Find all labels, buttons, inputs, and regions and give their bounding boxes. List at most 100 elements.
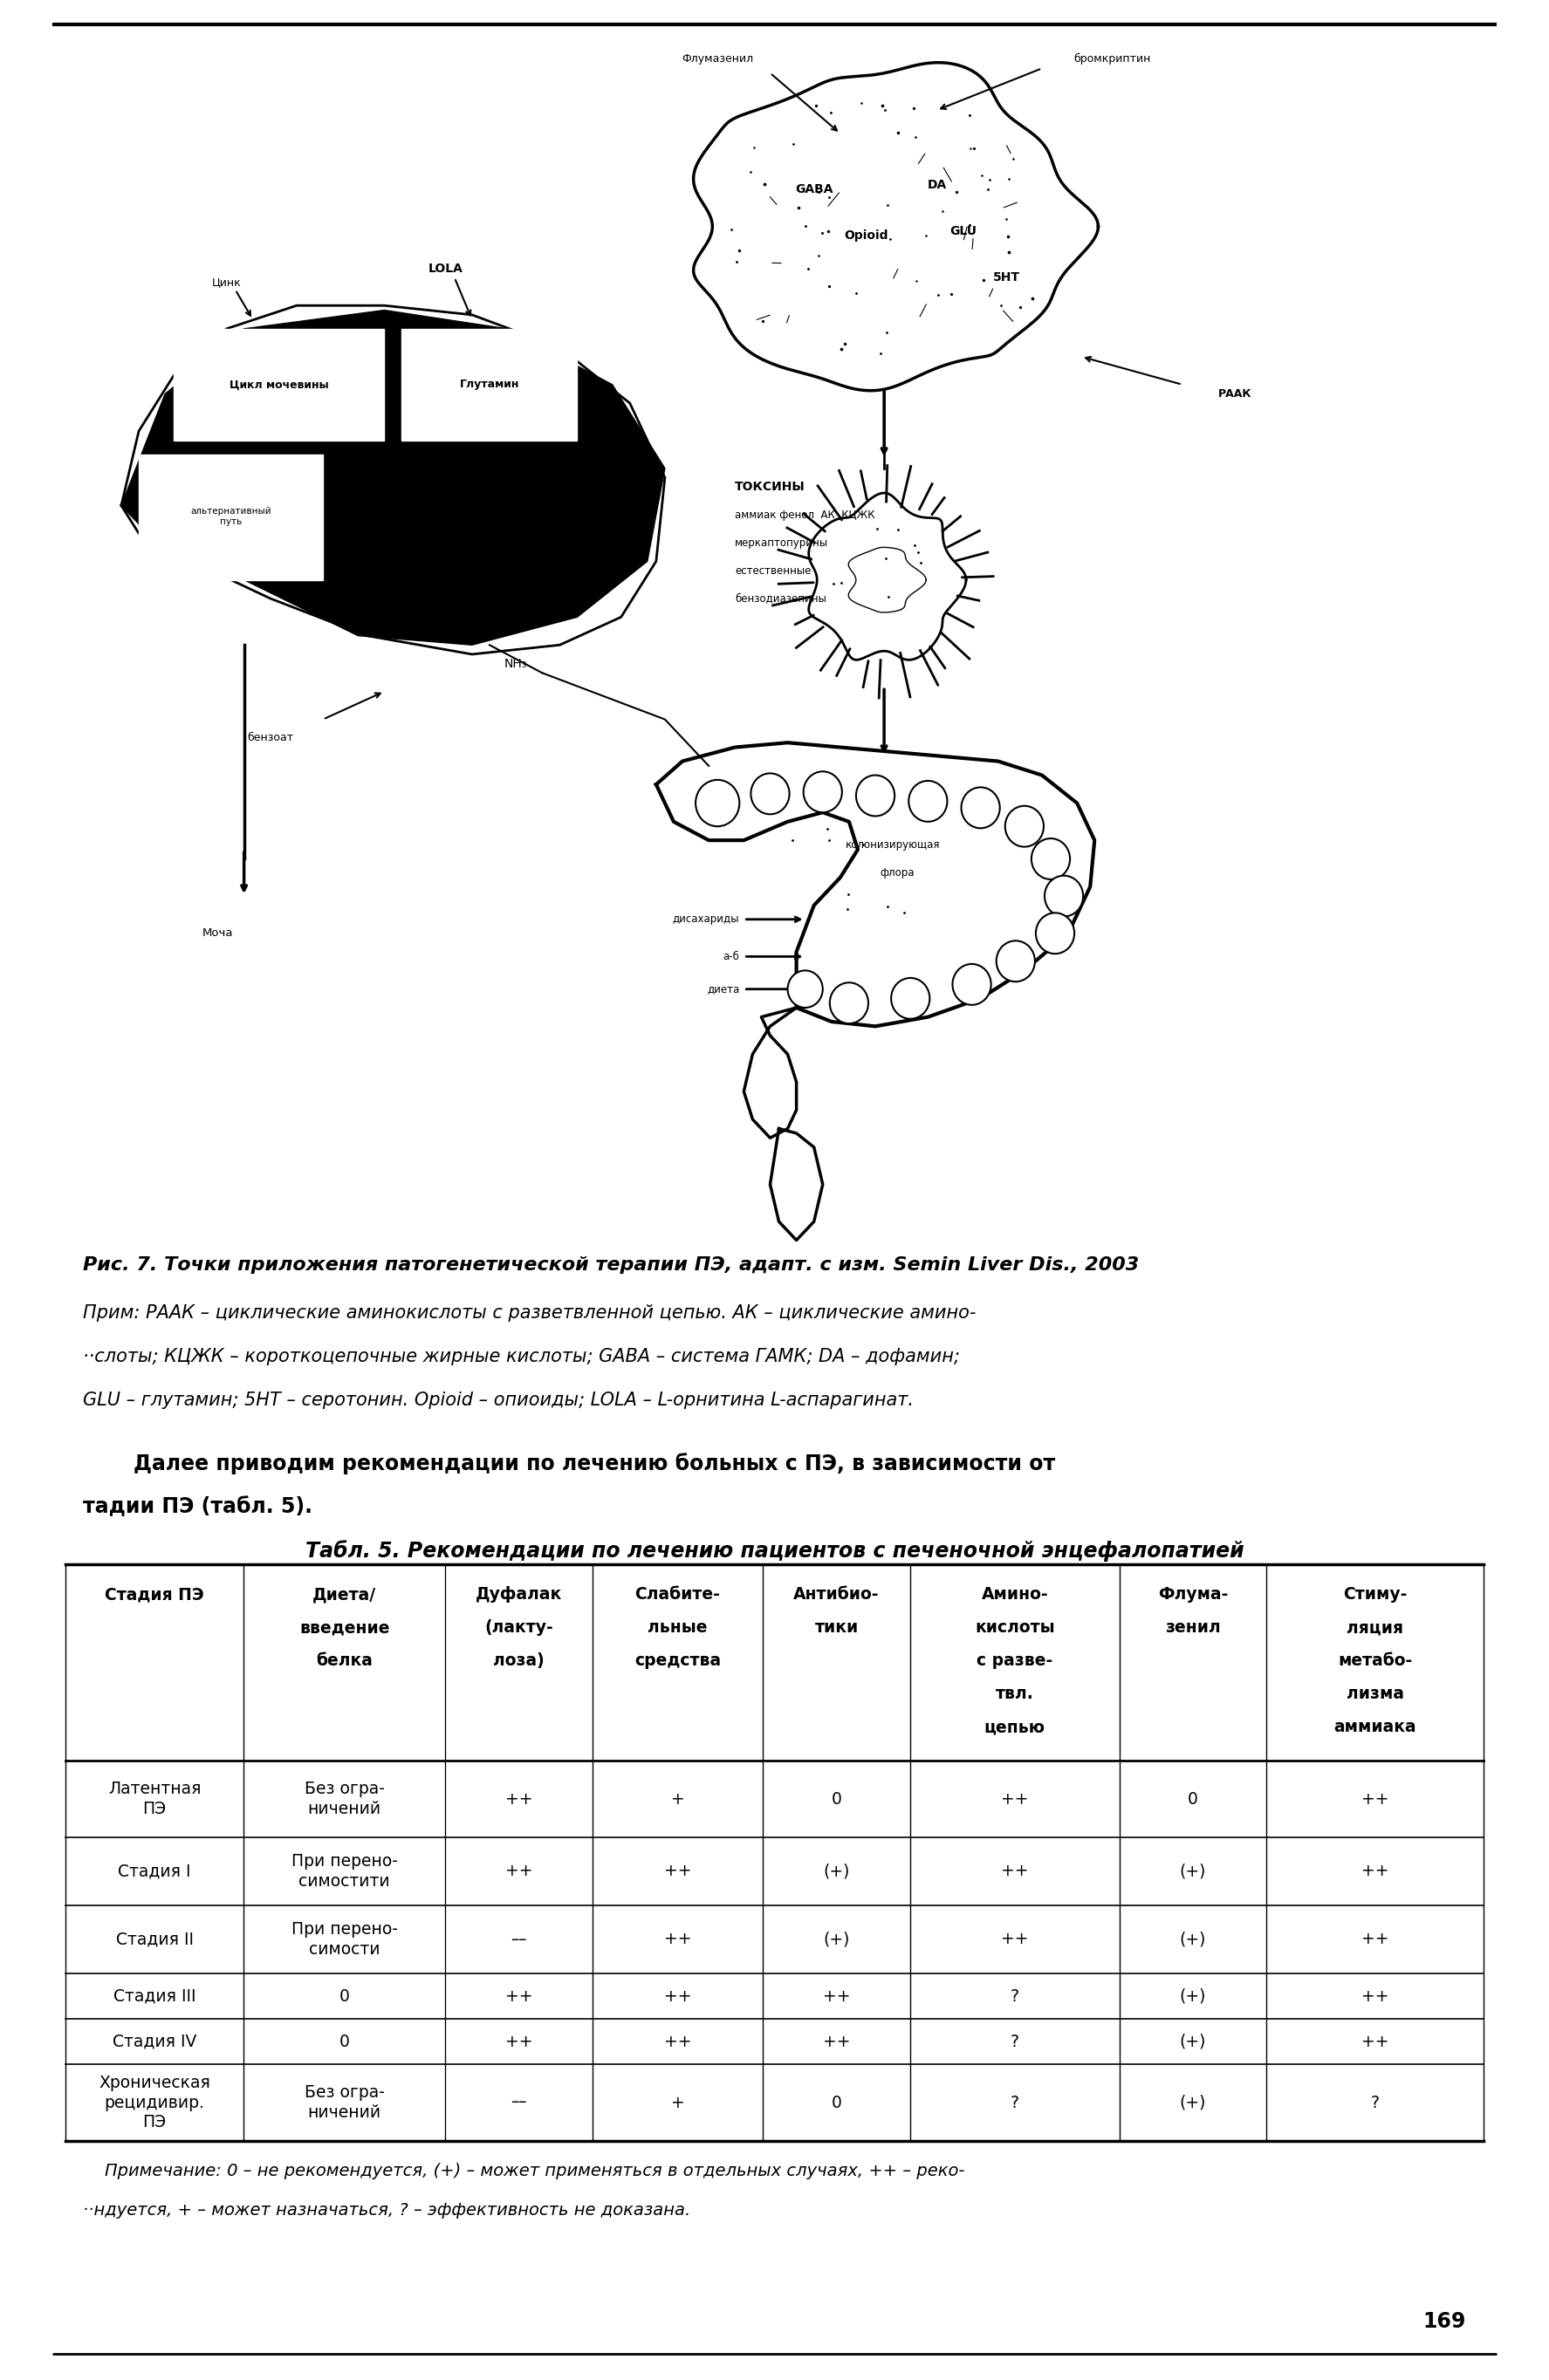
Text: с разве-: с разве- [977, 1652, 1053, 1668]
Text: ++: ++ [1362, 1790, 1389, 1806]
Circle shape [1036, 914, 1075, 954]
Text: Без огра-
ничений: Без огра- ничений [304, 1780, 384, 1818]
Text: 0: 0 [832, 2094, 841, 2111]
Circle shape [891, 978, 929, 1019]
Text: Стадия I: Стадия I [118, 1864, 191, 1880]
Text: тадии ПЭ (табл. 5).: тадии ПЭ (табл. 5). [84, 1497, 313, 1516]
Text: ++: ++ [505, 1864, 533, 1880]
Text: Амино-: Амино- [981, 1585, 1049, 1602]
Text: Моча: Моча [203, 928, 234, 940]
Text: (+): (+) [1180, 2033, 1207, 2049]
Text: ++: ++ [1362, 1987, 1389, 2004]
Text: тики: тики [815, 1618, 858, 1635]
Text: GABA: GABA [795, 183, 833, 195]
Text: кислоты: кислоты [974, 1618, 1055, 1635]
Text: Далее приводим рекомендации по лечению больных с ПЭ, в зависимости от: Далее приводим рекомендации по лечению б… [105, 1452, 1055, 1473]
Text: ?: ? [1371, 2094, 1380, 2111]
Text: (+): (+) [1180, 2094, 1207, 2111]
Text: ++: ++ [665, 1930, 691, 1947]
Text: ++: ++ [665, 1864, 691, 1880]
Text: бензодиазепины: бензодиазепины [736, 593, 827, 605]
Text: естественные: естественные [736, 564, 812, 576]
Polygon shape [770, 1128, 823, 1240]
Text: 5HT: 5HT [993, 271, 1021, 283]
Text: ++: ++ [665, 2033, 691, 2049]
Text: (+): (+) [823, 1930, 850, 1947]
Text: ++: ++ [1362, 1930, 1389, 1947]
Text: ++: ++ [1001, 1864, 1029, 1880]
Text: (+): (+) [1180, 1987, 1207, 2004]
Text: а-б: а-б [723, 952, 739, 962]
Text: GLU – глутамин; 5HT – серотонин. Opioid – опиоиды; LOLA – L-орнитина L-аспарагин: GLU – глутамин; 5HT – серотонин. Opioid … [84, 1392, 914, 1409]
Text: флора: флора [880, 866, 914, 878]
Text: Стадия III: Стадия III [113, 1987, 195, 2004]
Text: (+): (+) [1180, 1864, 1207, 1880]
Text: 169: 169 [1422, 2311, 1465, 2332]
Text: 0: 0 [339, 2033, 350, 2049]
Text: При перено-
симостити: При перено- симостити [291, 1854, 398, 1890]
Text: бромкриптин: бромкриптин [1073, 52, 1151, 64]
Text: меркаптопурины: меркаптопурины [736, 538, 829, 547]
Text: лоза): лоза) [493, 1652, 544, 1668]
Text: белка: белка [316, 1652, 373, 1668]
Text: +: + [671, 1790, 685, 1806]
Text: При перено-
симости: При перено- симости [291, 1921, 398, 1959]
Polygon shape [694, 62, 1098, 390]
Text: ++: ++ [665, 1987, 691, 2004]
Text: Дуфалак: Дуфалак [476, 1585, 562, 1602]
Text: Без огра-
ничений: Без огра- ничений [304, 2085, 384, 2121]
Text: 0: 0 [339, 1987, 350, 2004]
Text: 0: 0 [1188, 1790, 1197, 1806]
Text: дисахариды: дисахариды [672, 914, 739, 926]
Circle shape [962, 788, 999, 828]
Polygon shape [744, 1007, 796, 1138]
Text: диета: диета [706, 983, 739, 995]
Circle shape [909, 781, 948, 821]
Text: Слабите-: Слабите- [635, 1585, 720, 1602]
Text: ++: ++ [505, 2033, 533, 2049]
Polygon shape [121, 309, 665, 645]
Polygon shape [139, 455, 322, 581]
Text: Стадия IV: Стадия IV [113, 2033, 197, 2049]
Text: Примечание: 0 – не рекомендуется, (+) – может применяться в отдельных случаях, +: Примечание: 0 – не рекомендуется, (+) – … [84, 2163, 965, 2180]
Text: (+): (+) [823, 1864, 850, 1880]
Text: Прим: РААК – циклические аминокислоты с разветвленной цепью. АК – циклические ам: Прим: РААК – циклические аминокислоты с … [84, 1304, 976, 1321]
Text: (+): (+) [1180, 1930, 1207, 1947]
Text: ?: ? [1010, 2033, 1019, 2049]
Text: ++: ++ [505, 1987, 533, 2004]
Text: Цинк: Цинк [212, 276, 242, 288]
Polygon shape [401, 328, 578, 440]
Text: ––: –– [511, 2094, 527, 2111]
Text: ?: ? [1010, 2094, 1019, 2111]
Text: твл.: твл. [996, 1685, 1033, 1702]
Circle shape [1032, 838, 1070, 878]
Text: Глутамин: Глутамин [460, 378, 519, 390]
Text: DA: DA [926, 178, 946, 190]
Circle shape [751, 774, 790, 814]
Text: ТОКСИНЫ: ТОКСИНЫ [736, 481, 805, 493]
Text: бензоат: бензоат [248, 733, 293, 743]
Text: РААК: РААК [1218, 388, 1252, 400]
Text: +: + [671, 2094, 685, 2111]
Text: Флума-: Флума- [1159, 1585, 1228, 1602]
Text: Хроническая
рецидивир.
ПЭ: Хроническая рецидивир. ПЭ [99, 2075, 211, 2130]
Text: льные: льные [647, 1618, 708, 1635]
Circle shape [804, 771, 843, 812]
Text: ++: ++ [1362, 1864, 1389, 1880]
Text: Флумазенил: Флумазенил [682, 52, 753, 64]
Text: цепью: цепью [984, 1718, 1046, 1735]
Circle shape [996, 940, 1035, 981]
Polygon shape [809, 493, 967, 659]
Polygon shape [657, 743, 1095, 1026]
Text: Opioid: Opioid [844, 228, 889, 243]
Polygon shape [173, 328, 384, 440]
Text: Стиму-: Стиму- [1343, 1585, 1406, 1602]
Text: LOLA: LOLA [428, 262, 463, 274]
Text: Табл. 5. Рекомендации по лечению пациентов с печеночной энцефалопатией: Табл. 5. Рекомендации по лечению пациент… [305, 1540, 1244, 1561]
Circle shape [787, 971, 823, 1007]
Text: введение: введение [299, 1618, 390, 1635]
Text: GLU: GLU [950, 226, 976, 238]
Text: ++: ++ [505, 1790, 533, 1806]
Text: аммиак фенол  АК  КЦЖК: аммиак фенол АК КЦЖК [736, 509, 875, 521]
Circle shape [1005, 807, 1044, 847]
